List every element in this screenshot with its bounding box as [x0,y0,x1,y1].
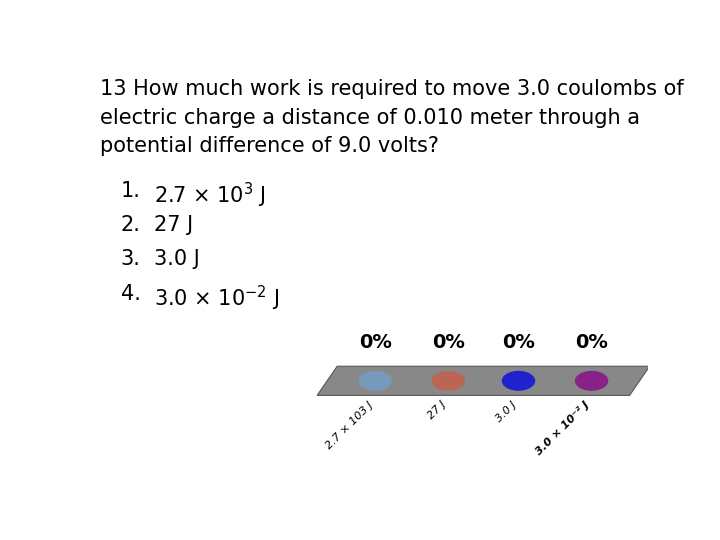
Text: 0%: 0% [502,333,535,352]
Text: electric charge a distance of 0.010 meter through a: electric charge a distance of 0.010 mete… [100,107,640,127]
Text: 3.0 J: 3.0 J [494,400,518,424]
Ellipse shape [502,371,535,391]
Ellipse shape [431,371,465,391]
Text: 0%: 0% [359,333,392,352]
Text: 4.: 4. [121,284,140,303]
Text: potential difference of 9.0 volts?: potential difference of 9.0 volts? [100,136,439,156]
Text: 13 How much work is required to move 3.0 coulombs of: 13 How much work is required to move 3.0… [100,79,684,99]
Text: 3.0 × 10$^{-2}$ J: 3.0 × 10$^{-2}$ J [154,284,279,313]
Text: 27 J: 27 J [154,215,193,235]
Text: 27 J: 27 J [426,400,449,421]
Ellipse shape [575,371,608,391]
Text: 2.7 × 10$^{3}$ J: 2.7 × 10$^{3}$ J [154,181,266,211]
Text: 3.0 J: 3.0 J [154,249,200,269]
Polygon shape [317,366,649,395]
Text: 2.: 2. [121,215,140,235]
Ellipse shape [359,371,392,391]
Text: 3.: 3. [121,249,140,269]
Text: 2.7 × 103 J: 2.7 × 103 J [324,400,375,450]
Text: 0%: 0% [432,333,464,352]
Text: 0%: 0% [575,333,608,352]
Text: 3.0 × 10⁻² J: 3.0 × 10⁻² J [534,400,592,457]
Text: 1.: 1. [121,181,140,201]
